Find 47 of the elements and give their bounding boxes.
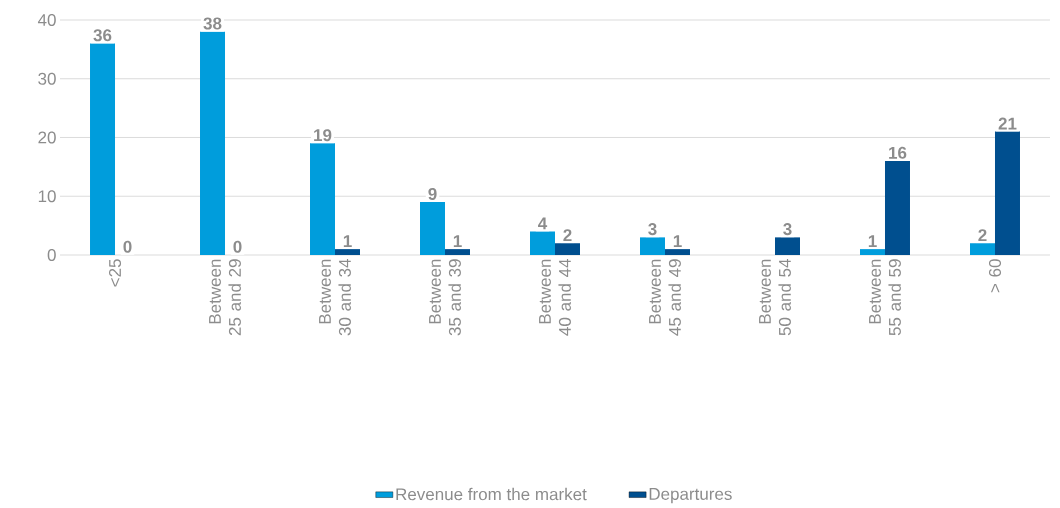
bar — [640, 237, 665, 255]
bar — [555, 243, 580, 255]
bar — [90, 43, 116, 255]
bar — [335, 249, 361, 255]
data-label: 16 — [889, 146, 907, 159]
x-tick-label: Between 30 and 34 — [319, 259, 351, 336]
bar — [885, 161, 910, 255]
data-label: 3 — [648, 223, 657, 236]
bar — [859, 249, 885, 255]
data-label: 19 — [314, 129, 332, 142]
legend-label: Departures — [649, 488, 732, 504]
bar — [200, 31, 226, 255]
data-label: 36 — [93, 29, 112, 42]
y-tick-label: 40 — [37, 13, 56, 27]
x-tick-label: <25 — [108, 259, 122, 287]
x-tick-label: Between 55 and 59 — [869, 259, 901, 336]
data-label: 0 — [233, 240, 242, 253]
data-label: 3 — [783, 223, 792, 236]
data-label: 1 — [343, 235, 352, 247]
legend-label: Revenue from the market — [396, 487, 587, 501]
bar — [775, 237, 800, 255]
data-label: 1 — [673, 235, 682, 247]
bar — [665, 249, 690, 255]
y-tick-label: 20 — [38, 131, 56, 144]
x-tick-label: Between 35 and 39 — [429, 259, 461, 336]
data-label: 0 — [123, 240, 132, 253]
y-tick-label: 30 — [38, 72, 56, 85]
bar — [530, 231, 555, 255]
data-label: 38 — [203, 17, 222, 30]
data-label: 1 — [453, 235, 462, 247]
bar — [969, 243, 995, 255]
data-label: 4 — [538, 217, 548, 230]
bar — [445, 249, 470, 255]
bar — [994, 131, 1020, 255]
x-tick-label: Between 25 and 29 — [209, 259, 241, 336]
bar — [420, 202, 445, 255]
x-tick-label: Between 40 and 44 — [539, 259, 571, 336]
data-label: 1 — [868, 235, 877, 247]
data-label: 2 — [563, 229, 572, 242]
x-tick-label: > 60 — [988, 259, 1002, 293]
data-label: 2 — [978, 229, 987, 242]
x-tick-label: Between 45 and 49 — [649, 259, 681, 336]
y-tick-label: 10 — [38, 190, 56, 203]
x-tick-label: Between 50 and 54 — [759, 259, 791, 336]
data-label: 21 — [998, 117, 1017, 130]
y-tick-label: 0 — [47, 248, 56, 262]
data-label: 9 — [428, 187, 437, 200]
